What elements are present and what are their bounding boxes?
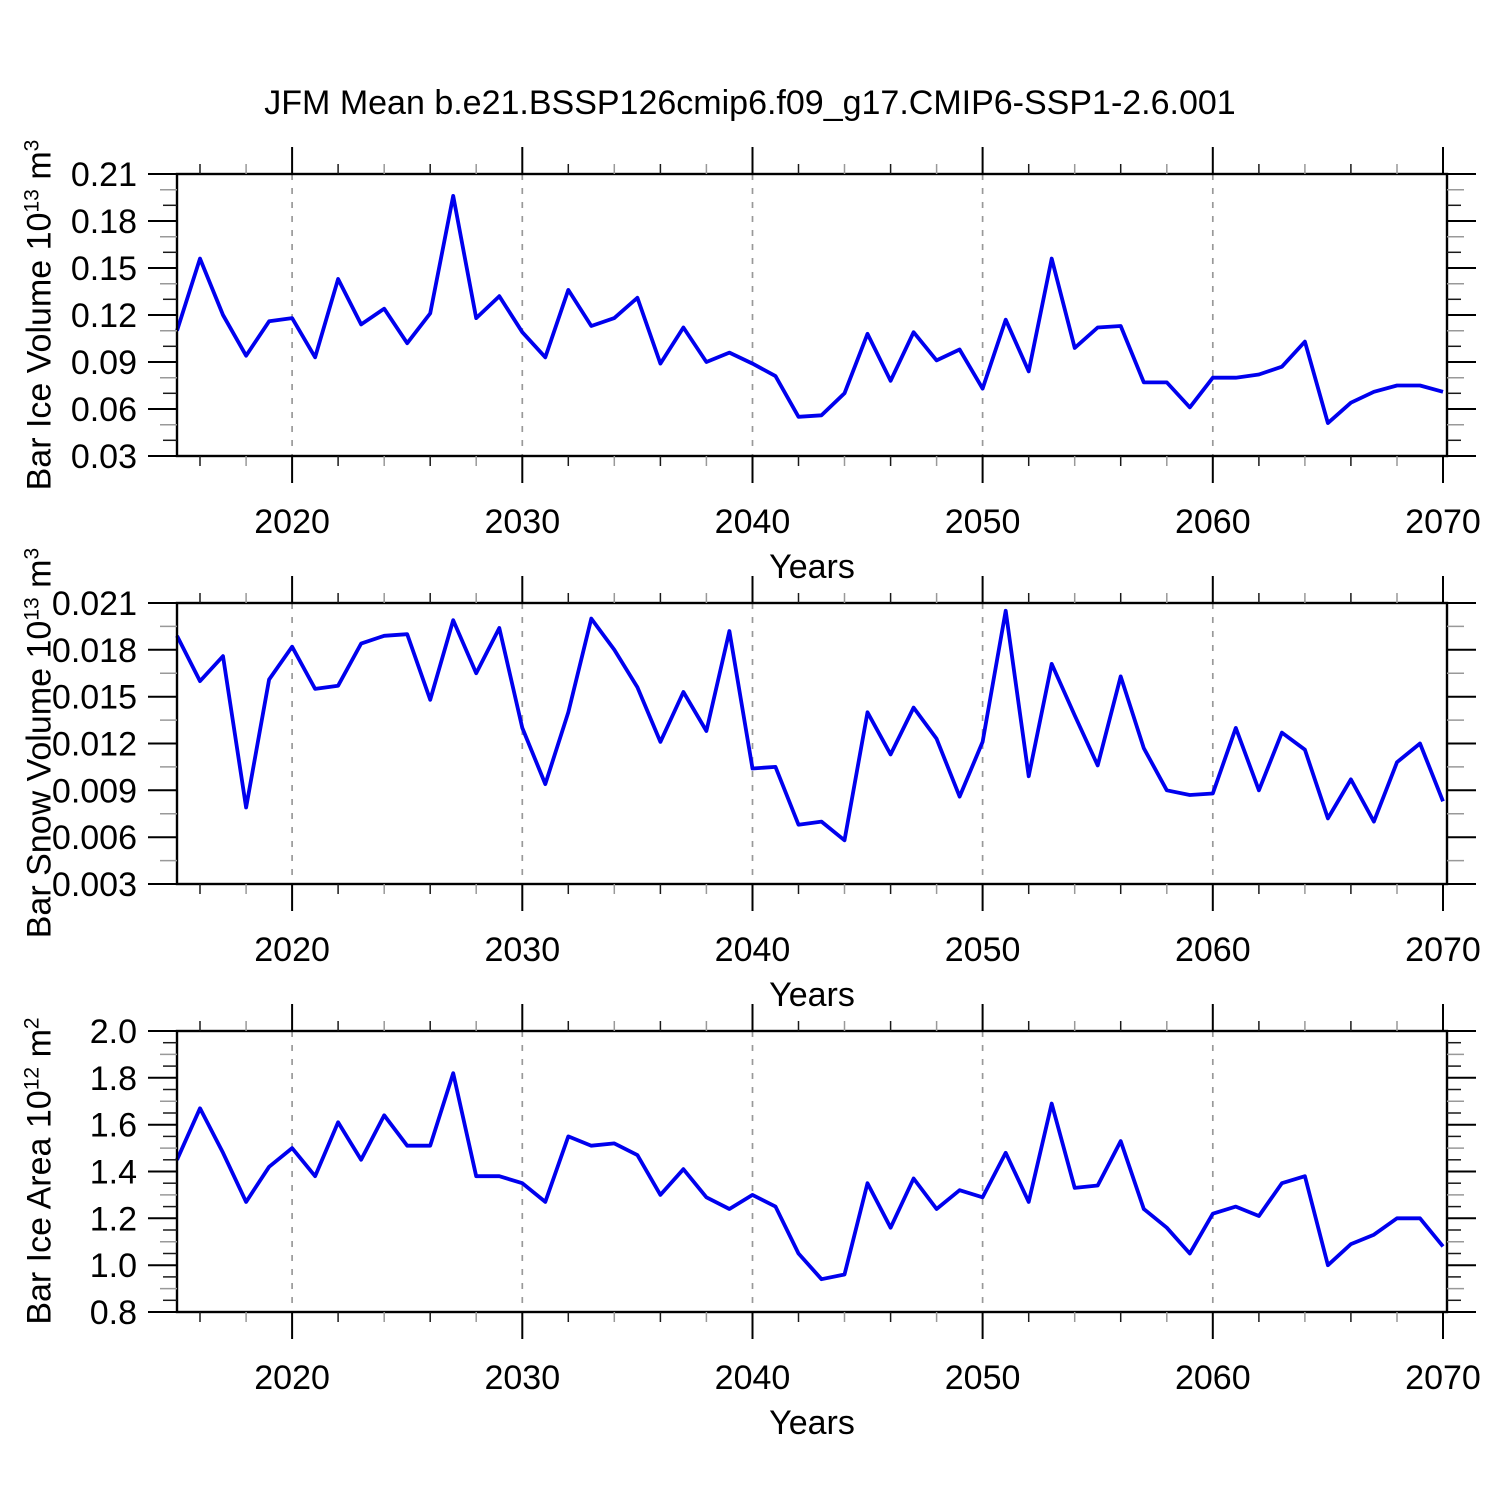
figure-title: JFM Mean b.e21.BSSP126cmip6.f09_g17.CMIP… [264, 84, 1236, 122]
snow-volume-line [175, 608, 1445, 843]
y-tick-label: 0.09 [71, 344, 137, 382]
y-tick-label: 0.006 [52, 819, 137, 857]
plot-frame [175, 601, 1449, 886]
y-axis-label-unit-exponent: 3 [20, 139, 44, 152]
x-tick-label: 2060 [1175, 503, 1251, 541]
x-axis-label-years-1: Years [769, 548, 855, 586]
y-axis-label-text: Bar Snow Volume 10 [20, 620, 59, 939]
y-axis-label-unit: m [20, 1029, 59, 1067]
y-tick-label: 0.06 [71, 391, 137, 429]
x-tick-label: 2020 [254, 503, 330, 541]
y-axis-label-text: Bar Ice Volume 10 [20, 212, 59, 491]
y-tick-label: 0.018 [52, 632, 137, 670]
y-tick-label: 0.021 [52, 585, 137, 623]
x-tick-label: 2040 [715, 503, 791, 541]
x-tick-label: 2060 [1175, 1359, 1251, 1397]
y-tick-label: 0.15 [71, 250, 137, 288]
x-axis-label-years-2: Years [769, 976, 855, 1014]
x-tick-label: 2020 [254, 931, 330, 969]
ice-area-line [175, 1071, 1445, 1282]
y-tick-label: 0.003 [52, 866, 137, 904]
y-tick-label: 1.6 [90, 1107, 137, 1145]
y-axis-label-ice-volume: Bar Ice Volume 1013 m3 [20, 140, 59, 491]
x-tick-label: 2030 [484, 503, 560, 541]
y-tick-label: 0.12 [71, 297, 137, 335]
x-tick-label: 2030 [484, 931, 560, 969]
y-axis-label-unit-exponent: 2 [20, 1017, 44, 1030]
y-axis-label-exponent: 13 [20, 189, 44, 213]
x-tick-label: 2050 [945, 1359, 1021, 1397]
y-tick-label: 0.18 [71, 203, 137, 241]
y-tick-label: 1.4 [90, 1154, 137, 1192]
y-axis-label-unit-exponent: 3 [20, 547, 44, 560]
y-tick-label: 1.2 [90, 1200, 137, 1238]
ice-volume-line [175, 193, 1444, 426]
y-tick-label: 0.21 [71, 156, 137, 194]
x-tick-label: 2050 [945, 503, 1021, 541]
y-tick-label: 0.015 [52, 679, 137, 717]
x-tick-label: 2070 [1405, 931, 1481, 969]
y-tick-label: 0.012 [52, 726, 137, 764]
y-tick-label: 0.009 [52, 772, 137, 810]
y-axis-label-exponent: 13 [20, 597, 44, 621]
x-tick-label: 2030 [484, 1359, 560, 1397]
x-tick-label: 2040 [715, 931, 791, 969]
y-tick-label: 1.8 [90, 1060, 137, 1098]
x-tick-label: 2040 [715, 1359, 791, 1397]
y-axis-label-text: Bar Ice Area 10 [20, 1090, 59, 1325]
y-axis-label-ice-area: Bar Ice Area 1012 m2 [20, 1017, 59, 1324]
y-axis-label-unit: m [20, 559, 59, 598]
x-tick-label: 2070 [1405, 503, 1481, 541]
y-tick-label: 0.8 [90, 1294, 137, 1332]
y-axis-label-unit: m [20, 151, 59, 190]
x-axis-label-years-3: Years [769, 1404, 855, 1442]
x-tick-label: 2050 [945, 931, 1021, 969]
plot-frame [175, 172, 1449, 458]
x-tick-label: 2060 [1175, 931, 1251, 969]
y-tick-label: 1.0 [90, 1247, 137, 1285]
y-tick-label: 2.0 [90, 1013, 137, 1051]
x-tick-label: 2070 [1405, 1359, 1481, 1397]
y-tick-label: 0.03 [71, 438, 137, 476]
y-axis-label-exponent: 12 [20, 1066, 44, 1091]
y-axis-label-snow-volume: Bar Snow Volume 1013 m3 [20, 548, 59, 939]
x-tick-label: 2020 [254, 1359, 330, 1397]
